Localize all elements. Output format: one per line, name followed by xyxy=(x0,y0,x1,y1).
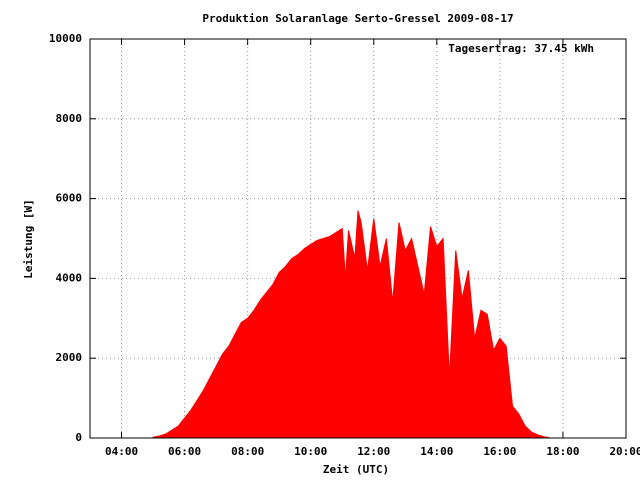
x-axis-label: Zeit (UTC) xyxy=(323,463,389,476)
y-axis-label: Leistung [W] xyxy=(22,199,35,278)
y-tick-label: 10000 xyxy=(49,32,82,45)
plot-border xyxy=(89,38,627,439)
x-tick-label: 16:00 xyxy=(483,445,516,458)
area xyxy=(152,210,551,439)
y-tick-label: 6000 xyxy=(56,192,83,205)
annotation: Tagesertrag: 37.45 kWh xyxy=(448,42,594,55)
y-tick-label: 4000 xyxy=(56,271,83,284)
x-tick-label: 14:00 xyxy=(420,445,453,458)
x-tick-label: 10:00 xyxy=(294,445,327,458)
y-tick-label: 2000 xyxy=(56,351,83,364)
x-tick-label: 20:00 xyxy=(609,445,640,458)
chart-title: Produktion Solaranlage Serto-Gressel 200… xyxy=(202,12,513,25)
x-tick-label: 04:00 xyxy=(105,445,138,458)
x-tick-label: 12:00 xyxy=(357,445,390,458)
x-tick-label: 18:00 xyxy=(546,445,579,458)
x-tick-label: 08:00 xyxy=(231,445,264,458)
y-tick-label: 8000 xyxy=(56,112,83,125)
y-tick-label: 0 xyxy=(75,431,82,444)
x-tick-label: 06:00 xyxy=(168,445,201,458)
